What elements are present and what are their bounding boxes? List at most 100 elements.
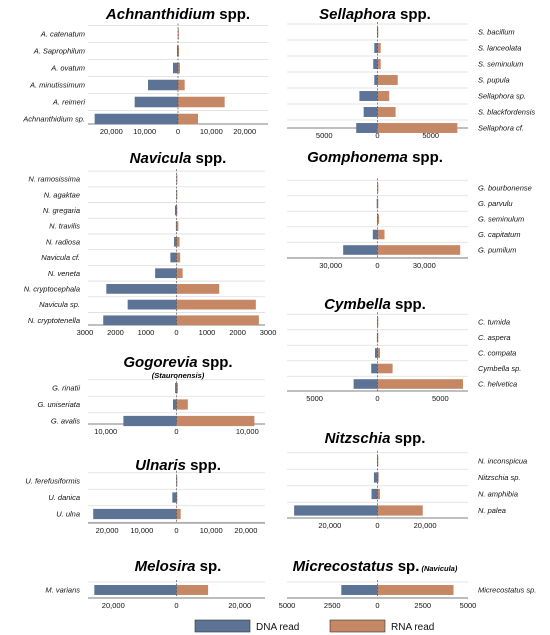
title-genus: Ulnaris <box>135 457 186 474</box>
rna-bar <box>178 28 179 40</box>
title-suffix: spp. <box>408 149 443 166</box>
rna-bar <box>176 315 259 326</box>
dna-bar <box>93 508 177 520</box>
tick-label: 0 <box>174 427 178 436</box>
tick-label: 1000 <box>138 328 155 337</box>
category-label: Nitzschia sp. <box>478 473 521 482</box>
tick-label: 10,000 <box>200 127 223 136</box>
rna-bar <box>377 585 454 595</box>
chart-panel-nitzschia: N. inconspicua Nitzschia sp. N. amphibia N.… <box>287 430 527 530</box>
tick-label: 0 <box>174 526 178 535</box>
chart-panel-sellaphora: S. bacillum S. lanceolata S. seminulum S. p… <box>287 6 535 140</box>
category-label: N. agaktae <box>44 190 80 199</box>
tick-label: 5000 <box>432 394 449 403</box>
rna-bar <box>377 332 379 343</box>
category-label: S. lanceolata <box>478 44 521 53</box>
rna-bar <box>176 415 255 427</box>
dna-bar <box>173 62 178 74</box>
category-label: Cymbella sp. <box>478 364 521 373</box>
category-label: N. cryptotenella <box>28 316 80 325</box>
dna-bar <box>371 488 378 500</box>
tick-label: 0 <box>174 601 178 610</box>
dna-bar <box>376 27 378 37</box>
dna-bar <box>343 245 378 255</box>
rna-bar <box>176 399 188 410</box>
title-suffix: spp. <box>215 6 250 23</box>
dna-bar <box>374 43 378 53</box>
rna-bar <box>377 27 379 37</box>
category-label: C. helvetica <box>478 380 517 389</box>
rna-bar <box>377 59 381 69</box>
panel-title: Micrecostatus sp. (Navicula) <box>293 558 458 575</box>
category-label: C. aspera <box>478 333 511 342</box>
category-label: N. gregaria <box>43 206 80 215</box>
category-label: G. capitatum <box>478 230 521 239</box>
rna-bar <box>178 79 185 91</box>
dna-bar <box>148 79 178 91</box>
tick-label: 0 <box>375 261 379 270</box>
rna-bar <box>178 45 179 57</box>
category-label: A. minutissimum <box>29 81 85 90</box>
category-label: S. pupula <box>478 76 510 85</box>
category-label: N. veneta <box>48 269 80 278</box>
rna-bar <box>377 91 390 101</box>
category-label: A. reimeri <box>52 98 85 107</box>
category-label: Navicula cf. <box>41 253 80 262</box>
legend-rna-label: RNA read <box>391 622 434 633</box>
category-label: S. bacillum <box>478 28 515 37</box>
category-label: M. varians <box>45 586 80 595</box>
dna-bar <box>371 363 378 374</box>
panel-title: Melosira sp. <box>135 558 222 575</box>
chart-panel-melosira: M. varians 20,000 0 20,000 Melosira sp. <box>45 558 265 610</box>
tick-label: 20,000 <box>228 601 251 610</box>
category-label: Sellaphora sp. <box>478 92 526 101</box>
title-suffix: spp. <box>191 150 226 167</box>
rna-bar <box>377 75 398 85</box>
panel-title: Gogorevia spp. <box>123 354 232 371</box>
dna-bar <box>377 214 378 224</box>
category-label: C. compata <box>478 349 516 358</box>
tick-label: 0 <box>174 328 178 337</box>
tick-label: 30,000 <box>319 261 342 270</box>
title-genus: Micrecostatus <box>293 558 394 575</box>
title-genus: Sellaphora <box>319 6 396 23</box>
category-label: G. avalis <box>51 417 80 426</box>
rna-bar <box>176 475 178 487</box>
category-label: Sellaphora cf. <box>478 124 524 133</box>
panel-title: Ulnaris spp. <box>135 457 221 474</box>
tick-label: 20,000 <box>102 601 125 610</box>
rna-bar <box>377 317 379 327</box>
title-genus: Nitzschia <box>325 430 391 447</box>
category-label: N. cryptocephala <box>24 285 80 294</box>
category-label: G. pumilum <box>478 246 516 255</box>
chart-panel-gogorevia: G. rinatii G. uniseriata G. avalis 10,000 0 1… <box>37 354 265 436</box>
rna-bar <box>176 492 178 503</box>
rna-bar <box>176 205 178 216</box>
tick-label: 2500 <box>324 601 341 610</box>
dna-bar <box>177 45 178 57</box>
legend-dna-swatch <box>194 619 251 633</box>
rna-bar <box>176 268 183 279</box>
dna-bar <box>294 505 378 516</box>
rna-bar <box>176 382 178 394</box>
category-label: N. ramosissima <box>28 175 80 184</box>
panel-title: Cymbella spp. <box>324 296 426 313</box>
tick-label: 20,000 <box>414 521 437 530</box>
title-genus: Gogorevia <box>123 354 197 371</box>
dna-bar <box>359 91 378 101</box>
tick-label: 20,000 <box>234 526 257 535</box>
category-label: N. radiosa <box>46 237 80 246</box>
rna-bar <box>178 96 225 108</box>
tick-label: 30,000 <box>413 261 436 270</box>
title-genus: Cymbella <box>324 296 391 313</box>
rna-bar <box>377 472 379 483</box>
tick-label: 5000 <box>422 131 439 140</box>
category-label: U. ferefusiformis <box>25 477 80 486</box>
tick-label: 5000 <box>279 601 296 610</box>
category-label: A. catenatum <box>40 30 85 39</box>
tick-label: 3000 <box>77 328 94 337</box>
dna-bar <box>174 236 177 247</box>
dna-bar <box>373 472 378 483</box>
tick-label: 20,000 <box>233 127 256 136</box>
tick-label: 20,000 <box>318 521 341 530</box>
